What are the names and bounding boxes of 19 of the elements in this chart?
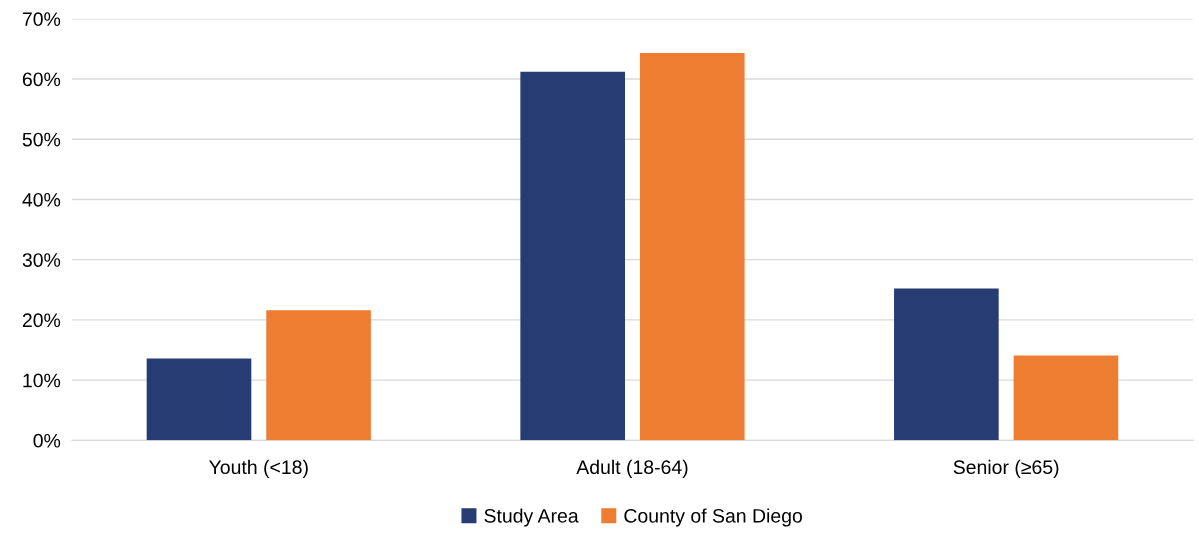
y-tick-label: 20% [22, 313, 61, 328]
legend-label: County of San Diego [624, 508, 802, 527]
bar [266, 310, 371, 441]
y-tick-label: 30% [22, 253, 61, 267]
x-tick-label: Youth (<18) [209, 459, 308, 478]
y-tick-label: 10% [23, 373, 61, 388]
x-tick-label: Adult (18-64) [576, 459, 688, 478]
y-tick-label: 40% [22, 192, 61, 207]
x-tick-label: Senior (≥65) [953, 459, 1059, 478]
y-tick-label: 70% [22, 12, 61, 27]
y-tick-label: 50% [22, 132, 61, 147]
bar [894, 288, 999, 441]
bar [1013, 355, 1119, 441]
bar [639, 53, 745, 441]
bar [146, 358, 252, 441]
y-tick-label: 0% [33, 433, 61, 448]
y-tick-label: 60% [22, 72, 61, 87]
legend-label: Study Area [484, 508, 579, 527]
bar [520, 71, 625, 441]
